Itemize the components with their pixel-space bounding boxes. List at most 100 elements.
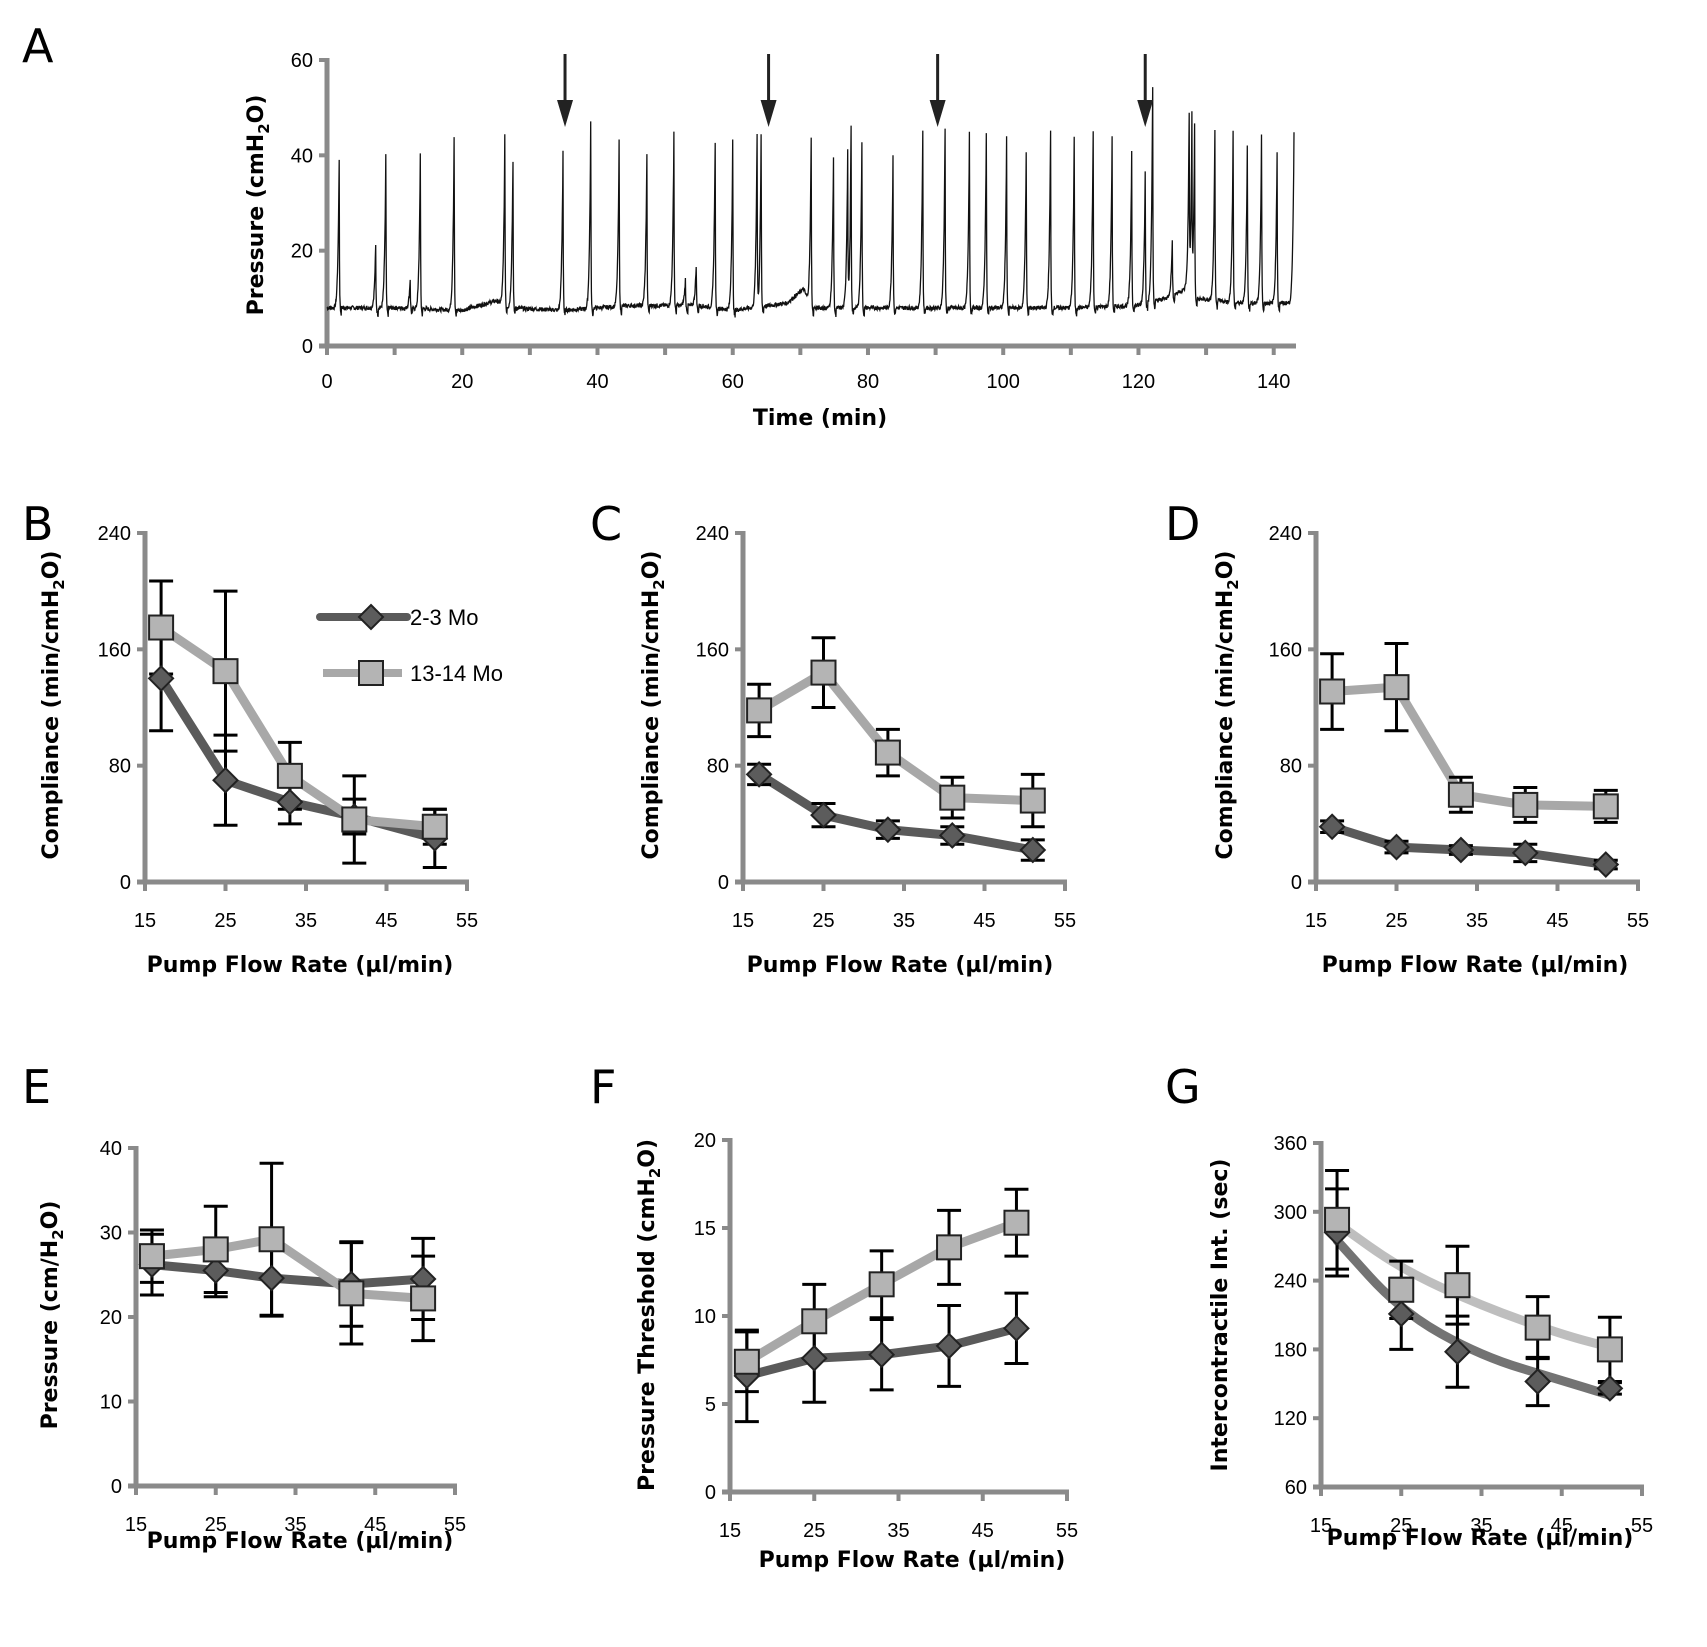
panel-b-x-axis-title: Pump Flow Rate (µl/min) xyxy=(147,953,454,978)
data-point-square xyxy=(1324,1206,1351,1233)
panel-g-axes xyxy=(1313,1141,1644,1490)
data-point-diamond xyxy=(1592,851,1620,878)
series-line xyxy=(151,1260,424,1289)
y-title-text-end: O) xyxy=(1213,551,1238,580)
panel-f-pressure-threshold: F 0 5 10 15 20 15 25 35 45 55 Pump Flow Rate (µl/… xyxy=(590,1060,1078,1573)
data-point-diamond xyxy=(202,1257,230,1284)
panel-g-marks xyxy=(1323,1169,1624,1408)
panel-label-f: F xyxy=(590,1060,616,1114)
panel-e-axes xyxy=(128,1146,457,1489)
data-point-square xyxy=(874,739,901,766)
down-arrow-icon xyxy=(1137,54,1154,127)
y-tick-label: 240 xyxy=(98,523,131,545)
y-title-text-end: O) xyxy=(38,1201,63,1230)
panel-f-x-axis-title: Pump Flow Rate (µl/min) xyxy=(759,1548,1066,1573)
y-title-subscript: 2 xyxy=(255,123,273,133)
x-tick-label: 35 xyxy=(1466,910,1488,932)
panel-a-y-axis-title: Pressure (cmH2O) xyxy=(244,95,273,316)
data-point-diamond xyxy=(1019,836,1047,864)
series-young xyxy=(157,676,436,843)
y-tick-label: 0 xyxy=(1291,872,1302,894)
y-tick-label: 240 xyxy=(1274,1271,1307,1293)
panel-c-marks xyxy=(745,636,1047,864)
x-tick-label: 15 xyxy=(134,910,156,932)
x-tick-label: 55 xyxy=(456,910,478,932)
arrow-head xyxy=(760,100,777,127)
y-tick-label: 0 xyxy=(705,1482,716,1504)
y-tick-label: 120 xyxy=(1274,1408,1307,1430)
y-title-text: Pressure Threshold (cmH xyxy=(635,1178,660,1491)
panel-d-marks xyxy=(1318,642,1620,878)
data-point-diamond xyxy=(938,822,966,849)
panel-a-ticks: 0 20 40 60 0 20 40 60 80 100 120 140 xyxy=(291,50,1291,393)
y-title-text: Compliance (min/cmH xyxy=(39,590,64,860)
x-tick-label: 25 xyxy=(214,910,236,932)
panel-g-intercontractile-interval: G 60 120 180 240 300 360 15 25 35 45 55 Pump Flow … xyxy=(1165,1060,1653,1551)
x-tick-label: 0 xyxy=(321,371,332,393)
y-tick-label: 80 xyxy=(707,756,729,778)
panel-f-y-axis-title: Pressure Threshold (cmH2O) xyxy=(635,1139,664,1491)
data-point-square xyxy=(410,1285,437,1312)
y-title-text: Compliance (min/cmH xyxy=(639,590,664,860)
y-title-text-end: O) xyxy=(244,95,269,124)
legend-old-label: 13-14 Mo xyxy=(410,661,503,686)
x-tick-label: 60 xyxy=(722,371,744,393)
data-point-square xyxy=(1592,793,1619,820)
y-title-text: Pressure (cm/H xyxy=(38,1240,63,1430)
data-point-diamond xyxy=(935,1332,963,1360)
data-point-square xyxy=(1019,787,1046,814)
y-tick-label: 180 xyxy=(1274,1339,1307,1361)
panel-a-pressure-trace: A 0 20 40 60 0 20 40 60 80 100 120 140 Time (min) P… xyxy=(22,19,1296,431)
down-arrow-icon xyxy=(760,54,777,127)
x-tick-label: 55 xyxy=(1054,910,1076,932)
legend-young-label: 2-3 Mo xyxy=(410,605,478,630)
y-title-text-end: O) xyxy=(39,551,64,580)
data-point-diamond xyxy=(810,801,837,829)
y-tick-label: 360 xyxy=(1274,1133,1307,1155)
y-title-text-end: O) xyxy=(635,1139,660,1168)
y-tick-label: 10 xyxy=(694,1306,716,1328)
x-tick-label: 15 xyxy=(1310,1515,1332,1537)
data-point-diamond xyxy=(258,1264,285,1292)
panel-e-ticks: 0 10 20 30 40 15 25 35 45 55 xyxy=(100,1138,466,1536)
data-point-square xyxy=(1524,1314,1551,1341)
y-title-text: Intercontractile Int. (sec) xyxy=(1208,1159,1233,1472)
panel-c-x-axis-title: Pump Flow Rate (µl/min) xyxy=(747,953,1054,978)
data-point-square xyxy=(148,614,175,641)
panel-d-x-axis-title: Pump Flow Rate (µl/min) xyxy=(1322,953,1629,978)
data-point-square xyxy=(1319,678,1346,705)
panel-f-marks xyxy=(733,1187,1030,1424)
x-tick-label: 25 xyxy=(1390,1515,1412,1537)
y-title-subscript: 2 xyxy=(49,1229,67,1239)
y-tick-label: 0 xyxy=(302,336,313,358)
panel-label-b: B xyxy=(22,497,54,551)
panel-a-axes xyxy=(319,58,1296,349)
data-point-square xyxy=(733,1348,760,1375)
series-old xyxy=(1332,1218,1615,1352)
x-tick-label: 120 xyxy=(1122,371,1155,393)
panel-b-axes xyxy=(137,531,469,885)
panel-d-ticks: 0 80 160 240 15 25 35 45 55 xyxy=(1269,523,1650,932)
panel-label-a: A xyxy=(22,19,54,73)
y-tick-label: 160 xyxy=(1269,639,1302,661)
y-tick-label: 160 xyxy=(98,639,131,661)
panel-e-x-axis-title: Pump Flow Rate (µl/min) xyxy=(147,1529,454,1554)
x-tick-label: 45 xyxy=(364,1514,386,1536)
data-point-square xyxy=(138,1243,165,1270)
panel-a-trace xyxy=(326,87,1295,318)
trend-line xyxy=(1332,1218,1615,1352)
data-point-square xyxy=(341,806,368,833)
x-tick-label: 80 xyxy=(857,371,879,393)
y-tick-label: 80 xyxy=(109,756,131,778)
x-tick-label: 20 xyxy=(451,371,473,393)
y-tick-label: 40 xyxy=(100,1138,122,1160)
data-point-square xyxy=(1003,1209,1030,1236)
panel-d-compliance: D 0 80 160 240 15 25 35 45 55 Pump Flow Rate (µl… xyxy=(1165,497,1649,978)
data-point-diamond xyxy=(1524,1368,1552,1395)
y-title-subscript: 2 xyxy=(646,1168,664,1178)
data-point-square xyxy=(939,784,966,811)
x-tick-label: 35 xyxy=(1470,1515,1492,1537)
y-title-text-end: O) xyxy=(639,551,664,580)
x-tick-label: 55 xyxy=(1627,910,1649,932)
